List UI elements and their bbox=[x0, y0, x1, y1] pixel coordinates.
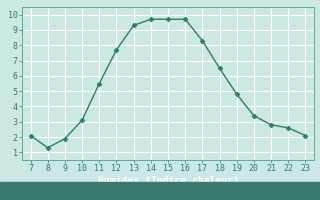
X-axis label: Humidex (Indice chaleur): Humidex (Indice chaleur) bbox=[98, 176, 238, 186]
